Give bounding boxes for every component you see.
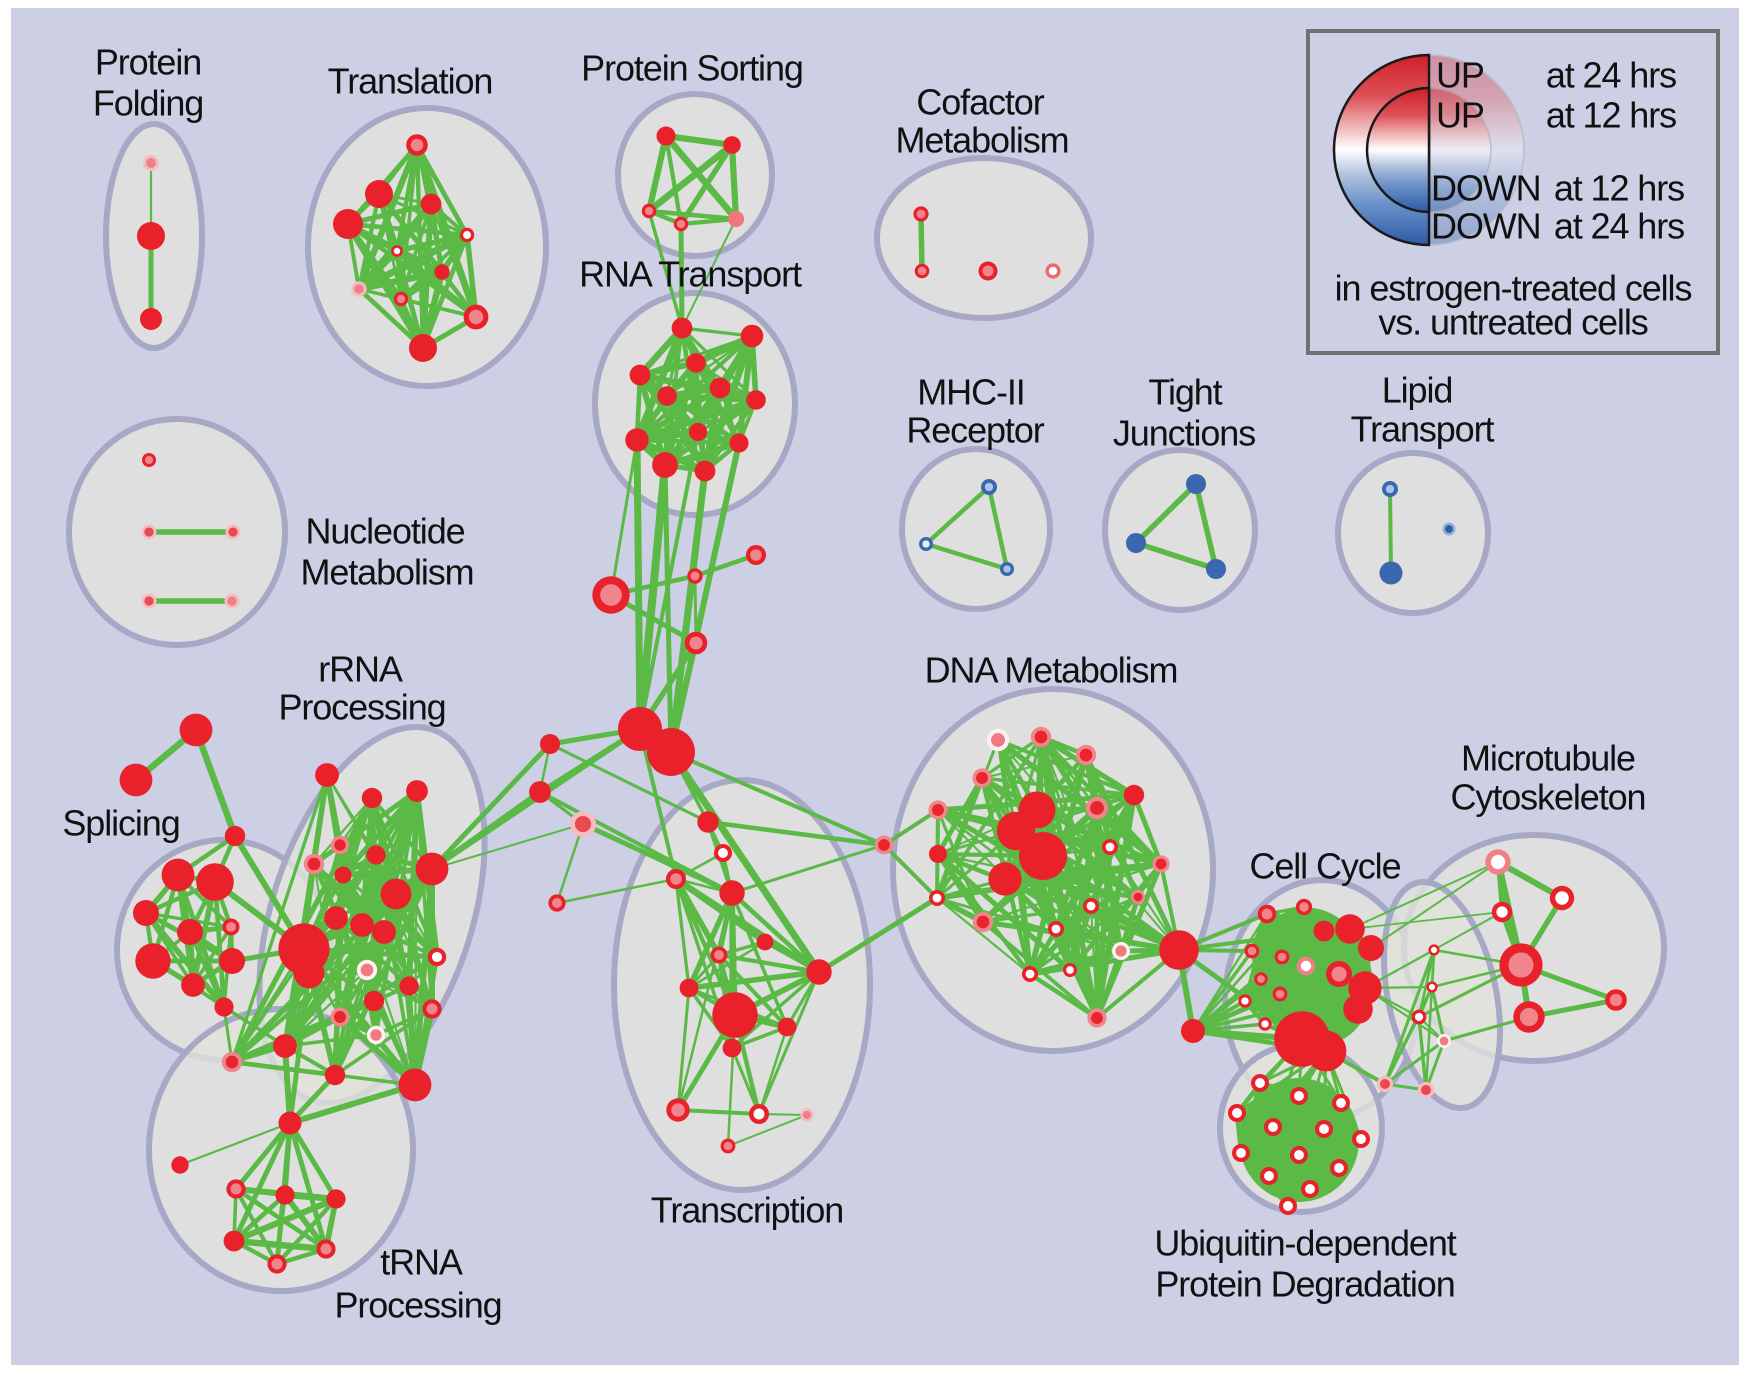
svg-text:Lipid: Lipid [1382,370,1453,411]
svg-text:at 12 hrs: at 12 hrs [1554,168,1684,209]
svg-text:at 24 hrs: at 24 hrs [1546,55,1676,96]
svg-text:Protein Sorting: Protein Sorting [581,48,803,89]
svg-text:Microtubule: Microtubule [1461,738,1635,779]
svg-text:Nucleotide: Nucleotide [305,511,464,552]
svg-text:Protein Degradation: Protein Degradation [1155,1264,1454,1305]
svg-text:DNA Metabolism: DNA Metabolism [925,650,1178,691]
svg-text:DOWN: DOWN [1431,206,1541,247]
svg-text:Processing: Processing [278,687,445,728]
svg-text:Folding: Folding [93,83,203,124]
svg-text:Metabolism: Metabolism [300,552,473,593]
svg-text:DOWN: DOWN [1431,168,1541,209]
svg-text:Protein: Protein [95,42,201,83]
svg-text:Receptor: Receptor [906,410,1044,451]
svg-text:Metabolism: Metabolism [895,120,1068,161]
svg-text:UP: UP [1436,95,1484,136]
svg-text:Splicing: Splicing [62,803,179,844]
svg-text:Cofactor: Cofactor [916,82,1044,123]
svg-text:in estrogen-treated cells: in estrogen-treated cells [1335,268,1692,309]
svg-text:rRNA: rRNA [318,649,403,690]
svg-text:MHC-II: MHC-II [917,372,1024,413]
svg-text:vs. untreated cells: vs. untreated cells [1378,302,1647,343]
svg-text:Transcription: Transcription [651,1190,843,1231]
svg-text:Junctions: Junctions [1113,413,1255,454]
svg-text:Transport: Transport [1351,409,1495,450]
svg-text:Processing: Processing [334,1285,501,1326]
svg-text:at 12 hrs: at 12 hrs [1546,95,1676,136]
svg-text:Tight: Tight [1148,372,1222,413]
svg-text:UP: UP [1436,55,1484,96]
svg-text:Cell Cycle: Cell Cycle [1249,846,1400,887]
svg-text:Ubiquitin-dependent: Ubiquitin-dependent [1154,1223,1456,1264]
svg-text:at 24 hrs: at 24 hrs [1554,206,1684,247]
svg-text:RNA Transport: RNA Transport [579,254,802,295]
svg-text:Translation: Translation [328,61,493,102]
svg-text:Cytoskeleton: Cytoskeleton [1451,777,1646,818]
svg-text:tRNA: tRNA [380,1242,463,1283]
